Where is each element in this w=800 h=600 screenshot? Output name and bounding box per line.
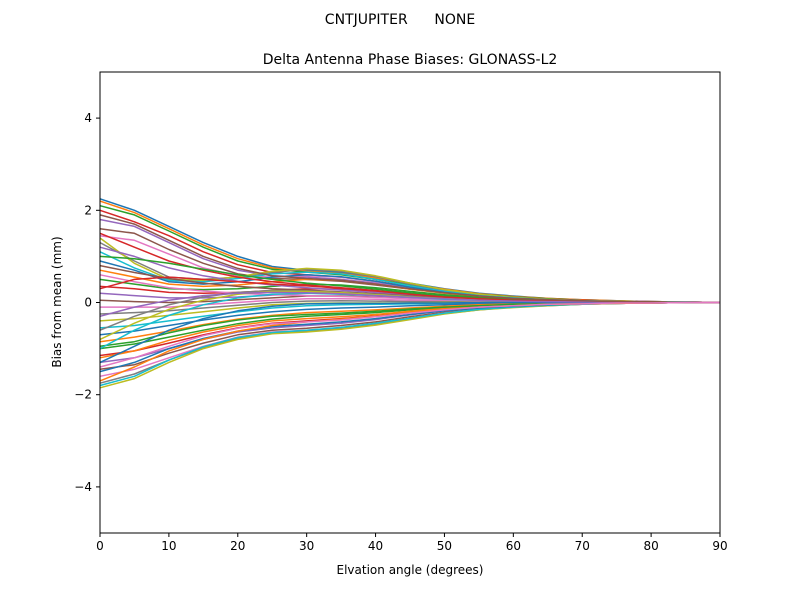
x-tick-label: 70: [575, 539, 590, 553]
y-axis-label: Bias from mean (mm): [50, 236, 64, 367]
y-tick-label: −4: [74, 480, 92, 494]
figure-suptitle: CNTJUPITER NONE: [325, 12, 475, 28]
x-tick-label: 60: [506, 539, 521, 553]
y-axis-ticks: −4 −2 0 2 4: [74, 111, 100, 494]
x-tick-label: 30: [299, 539, 314, 553]
x-axis-ticks: 0 10 20 30 40 50 60 70 80 90: [96, 533, 728, 553]
y-tick-label: 4: [84, 111, 92, 125]
x-tick-label: 40: [368, 539, 383, 553]
x-axis-label: Elvation angle (degrees): [337, 563, 484, 577]
x-tick-label: 20: [230, 539, 245, 553]
x-tick-label: 50: [437, 539, 452, 553]
x-tick-label: 10: [161, 539, 176, 553]
y-tick-label: −2: [74, 388, 92, 402]
series-line-46: [99, 214, 720, 304]
series-layer: [99, 198, 721, 389]
chart-title: Delta Antenna Phase Biases: GLONASS-L2: [263, 52, 558, 68]
x-tick-label: 0: [96, 539, 104, 553]
x-tick-label: 80: [643, 539, 658, 553]
series-line-47: [99, 301, 720, 368]
y-tick-label: 2: [84, 203, 92, 217]
y-tick-label: 0: [84, 296, 92, 310]
x-tick-label: 90: [712, 539, 727, 553]
